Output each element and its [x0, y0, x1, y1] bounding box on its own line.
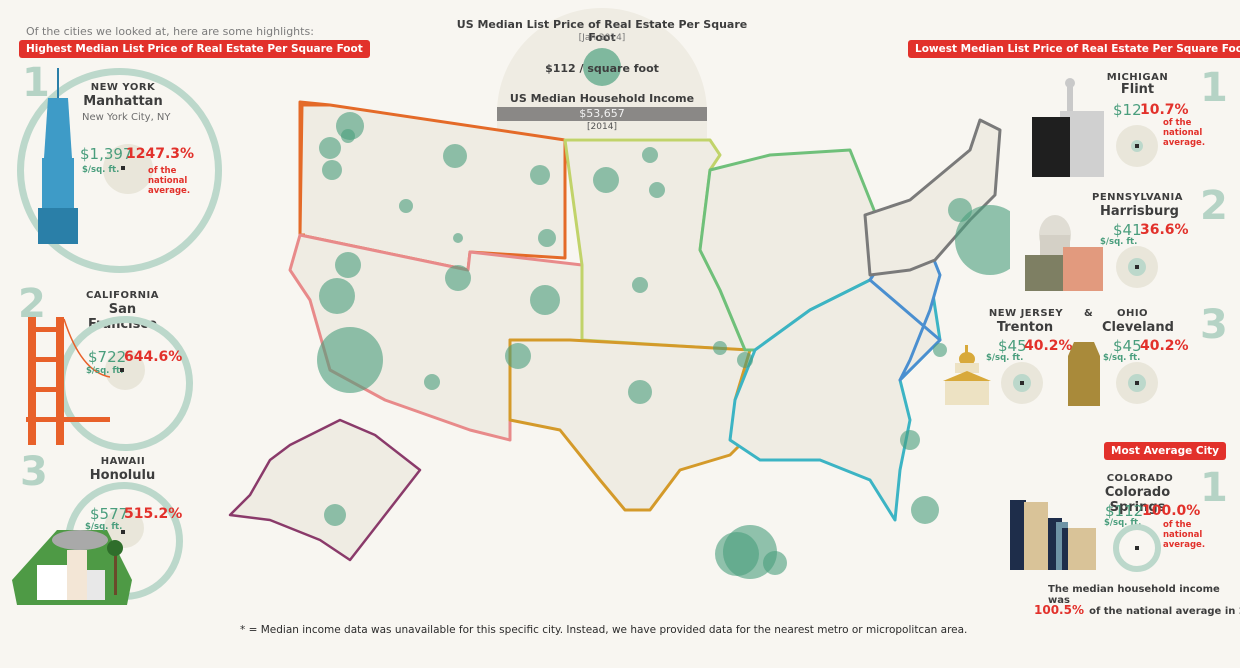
most-average-tag: Most Average City: [1104, 442, 1227, 460]
marker-dot: [1135, 546, 1139, 550]
marker-dot: [1020, 381, 1024, 385]
state-name: MICHIGAN: [1106, 72, 1169, 83]
income-line2-text: of the national average in 2014.: [1089, 606, 1240, 617]
percent-value: 40.2%: [1024, 338, 1073, 354]
price-ring: [17, 68, 222, 273]
marker-dot: [120, 368, 124, 372]
golden-gate-bridge-icon: [26, 317, 110, 445]
income-line2: 100.5% of the national average in 2014.: [1034, 599, 1240, 618]
marker-dot: [121, 166, 125, 170]
city-name: Honolulu: [89, 468, 156, 483]
state-name: OHIO: [1116, 308, 1149, 319]
rank-number: 1: [22, 60, 50, 106]
empire-state-building-icon: [38, 68, 78, 244]
intro-text: Of the cities we looked at, here are som…: [26, 25, 314, 38]
state-name: PENNSYLVANIA: [1092, 192, 1183, 203]
price-value: $45: [1113, 337, 1142, 355]
price-unit: $/sq. ft.: [1104, 518, 1142, 528]
percent-value: 644.6%: [124, 349, 183, 365]
price-ring: [1113, 524, 1161, 572]
highest-price-tag: Highest Median List Price of Real Estate…: [19, 40, 370, 58]
marker-dot: [1135, 265, 1139, 269]
price-unit: $/sq. ft.: [1100, 237, 1138, 247]
lowest-price-tag: Lowest Median List Price of Real Estate …: [908, 40, 1240, 58]
city-name: Flint: [1120, 82, 1155, 97]
rank-number: 1: [1200, 465, 1228, 511]
price-value: $1,397: [80, 145, 133, 163]
price-value: $112: [1105, 502, 1144, 520]
percent-value: 40.2%: [1140, 338, 1189, 354]
rank-number: 1: [1200, 65, 1228, 111]
flint-building-icon: [1032, 78, 1104, 177]
price-unit: $/sq. ft.: [986, 353, 1024, 363]
us-map: [228, 100, 1010, 579]
state-name: HAWAII: [100, 456, 146, 467]
national-price-date: [Jan 2014]: [578, 33, 626, 43]
price-unit: $/sq. ft.: [85, 522, 123, 532]
honolulu-landscape-icon: [12, 530, 132, 605]
national-price-title: US Median List Price of Real Estate Per …: [456, 18, 748, 44]
income-percent: 100.5%: [1034, 603, 1084, 617]
national-income-title: US Median Household Income: [509, 92, 695, 105]
ampersand: &: [1084, 308, 1093, 319]
cleveland-tower-icon: [1068, 342, 1100, 406]
price-value: $722: [88, 348, 127, 366]
rank-number: 3: [1200, 302, 1228, 348]
price-value: $577: [90, 505, 129, 523]
price-value: $41: [1113, 221, 1142, 239]
price-value: $12: [1113, 101, 1142, 119]
of-national-average: of the national average.: [1163, 118, 1206, 149]
national-price-bubble: [583, 48, 621, 86]
marker-dot: [121, 530, 125, 534]
percent-value: 515.2%: [124, 506, 183, 522]
percent-value: 100.0%: [1142, 503, 1201, 519]
percent-value: 36.6%: [1140, 222, 1189, 238]
trenton-statehouse-icon: [943, 345, 991, 405]
state-name: NEW JERSEY: [988, 308, 1064, 319]
price-value: $45: [998, 337, 1027, 355]
colorado-springs-buildings-icon: [1010, 500, 1096, 570]
price-unit: $/sq. ft.: [1103, 353, 1141, 363]
national-comparison-bubble: [105, 350, 145, 390]
city-name: Manhattan: [83, 94, 163, 109]
price-unit: $/sq. ft.: [86, 366, 124, 376]
of-national-average: of the national average.: [148, 166, 191, 197]
state-name: COLORADO: [1106, 473, 1174, 484]
city-name: Colorado Springs: [1104, 485, 1171, 515]
national-income-value: $53,657: [497, 107, 707, 121]
state-name: NEW YORK: [90, 82, 156, 93]
city-name: Cleveland: [1102, 320, 1174, 335]
percent-value: 10.7%: [1140, 102, 1189, 118]
harrisburg-capitol-icon: [1025, 215, 1103, 291]
income-line1: The median household income was: [1048, 584, 1220, 606]
rank-number: 2: [1200, 183, 1228, 229]
footnote: * = Median income data was unavailable f…: [240, 624, 968, 636]
city-subtitle: New York City, NY: [82, 112, 171, 123]
national-price-value: $112 / square foot: [545, 62, 659, 75]
of-national-average: of the national average.: [1163, 520, 1206, 551]
city-name: Trenton: [996, 320, 1054, 335]
city-name: Harrisburg: [1100, 204, 1179, 219]
state-name: CALIFORNIA: [85, 290, 160, 301]
national-comparison-bubble: [103, 144, 153, 194]
price-unit: $/sq. ft.: [82, 165, 120, 175]
marker-dot: [1135, 144, 1139, 148]
rank-number: 3: [20, 449, 48, 495]
national-income-year: [2014]: [587, 122, 617, 132]
marker-dot: [1135, 381, 1139, 385]
percent-value: 1247.3%: [126, 146, 195, 162]
